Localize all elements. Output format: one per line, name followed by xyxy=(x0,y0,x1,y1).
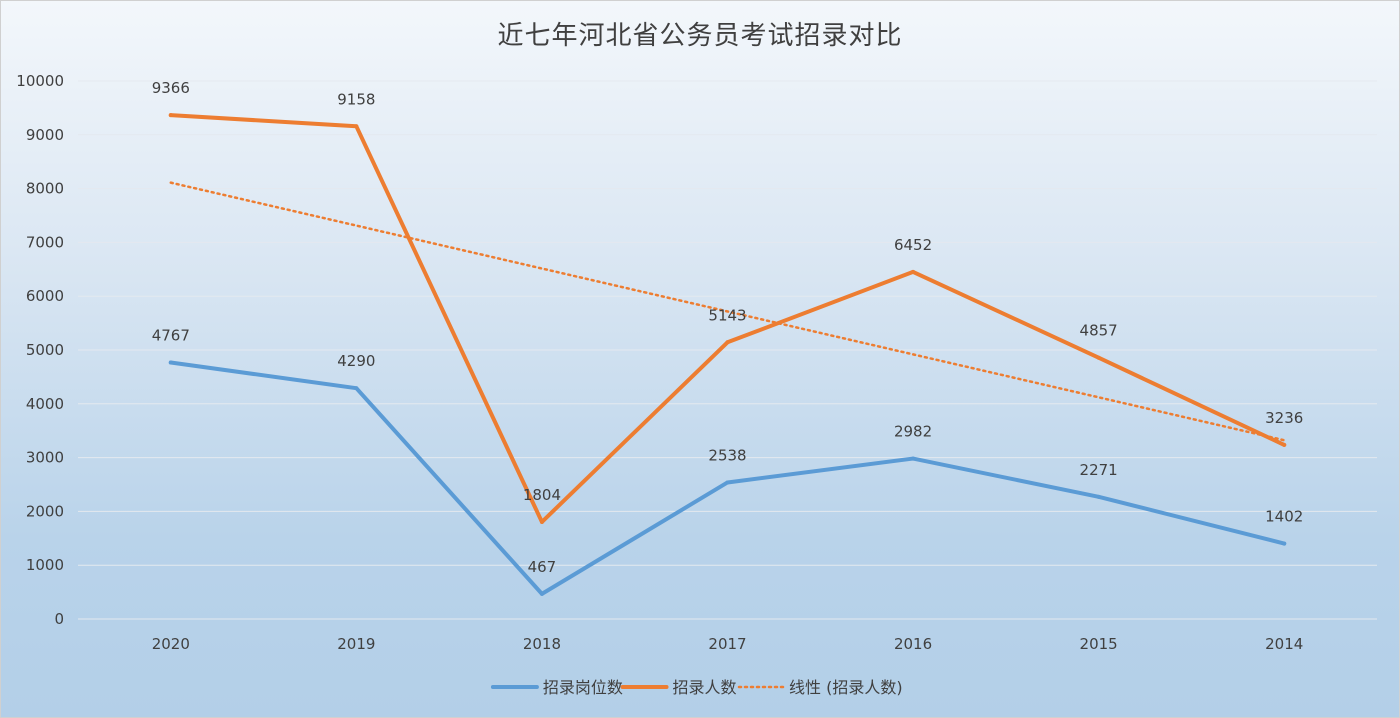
y-tick-label: 5000 xyxy=(26,341,64,359)
data-label: 467 xyxy=(528,558,557,576)
data-label: 4767 xyxy=(152,327,190,345)
chart-title: 近七年河北省公务员考试招录对比 xyxy=(497,21,902,51)
data-labels: 4767 4290 467 2538 2982 2271 1402 9366 9158 1804 5… xyxy=(152,79,1304,576)
data-point xyxy=(1282,442,1287,447)
x-tick-label: 2014 xyxy=(1265,635,1303,653)
data-label: 1402 xyxy=(1265,508,1303,526)
trendline-layer xyxy=(169,181,1286,442)
y-axis-ticks: 0 1000 2000 3000 4000 5000 6000 7000 8000 9000 100… xyxy=(16,72,64,628)
data-label: 4290 xyxy=(337,352,375,370)
x-axis-ticks: 2020 2019 2018 2017 2016 2015 2014 xyxy=(152,635,1304,653)
x-tick-label: 2018 xyxy=(523,635,561,653)
data-label: 2982 xyxy=(894,423,932,441)
data-label: 9366 xyxy=(152,79,190,97)
x-tick-label: 2019 xyxy=(337,635,375,653)
y-tick-label: 7000 xyxy=(26,233,64,251)
series-layer xyxy=(168,113,1287,596)
legend-label: 招录人数 xyxy=(673,678,737,697)
y-tick-label: 3000 xyxy=(26,449,64,467)
data-label: 1804 xyxy=(523,486,561,504)
y-tick-label: 9000 xyxy=(26,126,64,144)
data-point xyxy=(539,591,544,596)
data-label: 2271 xyxy=(1080,461,1118,479)
data-label: 6452 xyxy=(894,236,932,254)
data-point xyxy=(354,124,359,129)
data-point xyxy=(539,519,544,524)
y-tick-label: 6000 xyxy=(26,287,64,305)
data-point xyxy=(725,340,730,345)
data-point xyxy=(725,480,730,485)
data-point xyxy=(354,386,359,391)
legend-label: 招录岗位数 xyxy=(543,678,623,697)
data-label: 9158 xyxy=(337,90,375,108)
y-tick-label: 0 xyxy=(54,610,64,628)
data-label: 4857 xyxy=(1080,322,1118,340)
data-point xyxy=(911,456,916,461)
x-tick-label: 2016 xyxy=(894,635,932,653)
y-tick-label: 8000 xyxy=(26,180,64,198)
y-tick-label: 1000 xyxy=(26,556,64,574)
legend-label: 线性 (招录人数) xyxy=(789,678,903,697)
trendline xyxy=(169,181,1286,442)
data-point xyxy=(911,269,916,274)
data-point xyxy=(168,360,173,365)
gridlines xyxy=(78,80,1377,620)
data-point xyxy=(1096,494,1101,499)
x-tick-label: 2015 xyxy=(1080,635,1118,653)
data-point xyxy=(1282,541,1287,546)
y-tick-label: 2000 xyxy=(26,502,64,520)
data-label: 2538 xyxy=(708,446,746,464)
x-tick-label: 2017 xyxy=(708,635,746,653)
data-point xyxy=(168,113,173,118)
x-tick-label: 2020 xyxy=(152,635,190,653)
data-point xyxy=(1096,355,1101,360)
y-tick-label: 10000 xyxy=(16,72,64,90)
y-tick-label: 4000 xyxy=(26,395,64,413)
legend: 招录岗位数 招录人数 线性 (招录人数) xyxy=(490,678,903,697)
data-label: 3236 xyxy=(1265,409,1303,427)
data-label: 5143 xyxy=(708,306,746,324)
